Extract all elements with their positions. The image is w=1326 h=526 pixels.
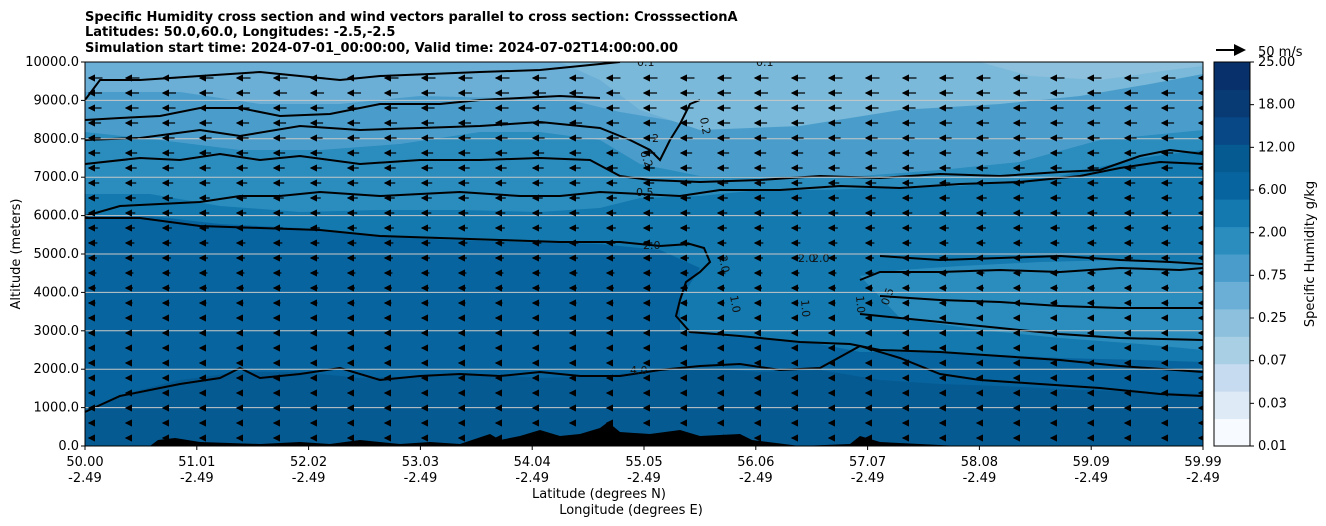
contour-line <box>85 217 1203 373</box>
y-tick-label: 8000.0 <box>34 132 80 147</box>
x-axis-label-latitude: Latitude (degrees N) <box>532 487 666 502</box>
x-tick-label-longitude: -2.49 <box>292 471 326 486</box>
contour-line <box>85 344 1203 413</box>
colorbar-band <box>1214 89 1250 118</box>
colorbar-band <box>1214 62 1250 90</box>
colorbar-band <box>1214 254 1250 282</box>
colorbar <box>1214 62 1250 447</box>
y-tick-label: 1000.0 <box>34 401 80 416</box>
humidity-band-driest <box>980 62 1203 80</box>
colorbar-band <box>1214 171 1250 200</box>
colorbar-tick-label: 0.03 <box>1258 396 1287 411</box>
colorbar-tick-label: 0.01 <box>1258 439 1287 454</box>
contour-label: 0.5 <box>879 286 897 307</box>
colorbar-band <box>1214 226 1250 255</box>
contour-line <box>85 99 701 162</box>
x-tick-label-longitude: -2.49 <box>627 471 661 486</box>
colorbar-band <box>1214 281 1250 310</box>
x-tick-label-latitude: 57.07 <box>849 455 886 470</box>
colorbar-band <box>1214 199 1250 228</box>
colorbar-band <box>1214 144 1250 173</box>
colorbar-label: Specific Humidity g/kg <box>1303 181 1318 327</box>
x-tick-label-latitude: 52.02 <box>290 455 327 470</box>
x-tick-label-latitude: 55.05 <box>625 455 662 470</box>
x-tick-label-latitude: 59.09 <box>1073 455 1110 470</box>
x-tick-label-latitude: 53.03 <box>402 455 439 470</box>
x-tick-label-longitude: -2.49 <box>180 471 214 486</box>
colorbar-ticks: 0.01 0.03 0.07 0.25 0.75 2.00 6.00 12.00 18.00 25… <box>1250 55 1295 454</box>
wind-vectors <box>87 74 1203 442</box>
contour-label: 4.0 <box>630 364 648 377</box>
contour-line <box>879 295 1203 309</box>
y-tick-label: 7000.0 <box>34 170 80 185</box>
y-axis-label: Altitude (meters) <box>9 199 24 310</box>
colorbar-tick-label: 12.00 <box>1258 140 1295 155</box>
x-tick-label-longitude: -2.49 <box>404 471 438 486</box>
contour-line <box>85 148 1203 184</box>
contour-label: 0.2 <box>637 149 655 170</box>
y-axis-ticks: 0.0 1000.0 2000.0 3000.0 4000.0 5000.0 6000.0 7… <box>25 55 85 454</box>
contour-label: 0.1 <box>637 56 655 69</box>
contour-label: 1.0 <box>798 299 812 318</box>
colorbar-band <box>1214 116 1250 145</box>
contour-label: 2.0 <box>643 239 661 252</box>
contour-label: 0.5 <box>636 186 654 199</box>
colorbar-frame <box>1213 61 1251 447</box>
contour-line <box>859 266 1203 281</box>
x-axis-ticks: 50.00-2.4951.01-2.4952.02-2.4953.03-2.49… <box>66 446 1222 486</box>
contour-label: 2.0 <box>798 252 816 265</box>
x-tick-label-longitude: -2.49 <box>739 471 773 486</box>
colorbar-band <box>1214 391 1250 420</box>
x-tick-label-latitude: 50.00 <box>66 455 103 470</box>
colorbar-band <box>1214 308 1250 337</box>
terrain <box>85 422 1203 446</box>
x-axis-label-longitude: Longitude (degrees E) <box>559 503 703 518</box>
y-tick-label: 2000.0 <box>34 362 80 377</box>
y-tick-label: 5000.0 <box>34 247 80 262</box>
colorbar-tick-label: 0.25 <box>1258 311 1287 326</box>
x-tick-label-latitude: 56.06 <box>737 455 774 470</box>
x-tick-label-longitude: -2.49 <box>515 471 549 486</box>
colorbar-band <box>1214 336 1250 365</box>
y-tick-label: 4000.0 <box>34 285 80 300</box>
x-tick-label-latitude: 59.99 <box>1184 455 1221 470</box>
chart-title-line-2: Latitudes: 50.0,60.0, Longitudes: -2.5,-… <box>85 25 395 40</box>
contour-label: 1.0 <box>853 295 867 314</box>
x-tick-label-longitude: -2.49 <box>963 471 997 486</box>
contour-lines <box>85 62 1203 413</box>
x-tick-label-longitude: -2.49 <box>1186 471 1220 486</box>
colorbar-band <box>1214 418 1250 447</box>
chart-title-line-1: Specific Humidity cross section and wind… <box>85 10 738 25</box>
contour-label: 1.0 <box>727 294 743 313</box>
contour-label: 0.2 <box>697 116 713 135</box>
x-tick-label-latitude: 58.08 <box>961 455 998 470</box>
colorbar-tick-label: 25.00 <box>1258 55 1295 70</box>
x-tick-label-longitude: -2.49 <box>1074 471 1108 486</box>
colorbar-tick-label: 0.75 <box>1258 268 1287 283</box>
y-tick-label: 9000.0 <box>34 93 80 108</box>
x-tick-label-longitude: -2.49 <box>68 471 102 486</box>
contour-line <box>85 94 601 121</box>
contour-line <box>85 62 621 101</box>
x-tick-label-latitude: 54.04 <box>514 455 551 470</box>
colorbar-tick-label: 6.00 <box>1258 183 1287 198</box>
colorbar-tick-label: 0.07 <box>1258 354 1287 369</box>
colorbar-tick-label: 18.00 <box>1258 98 1295 113</box>
contour-label: 2.0 <box>812 252 830 265</box>
colorbar-band <box>1214 363 1250 392</box>
x-tick-label-longitude: -2.49 <box>851 471 885 486</box>
colorbar-tick-label: 2.00 <box>1258 226 1287 241</box>
plot-area: 0.1 0.1 0.2 0.2 2 0.5 2.0 2.0 2.0 2.0 1.… <box>85 56 1203 446</box>
x-tick-label-latitude: 51.01 <box>178 455 215 470</box>
y-tick-label: 10000.0 <box>25 55 79 70</box>
y-tick-label: 6000.0 <box>34 209 80 224</box>
contour-label: 0.1 <box>756 56 774 69</box>
y-tick-label: 3000.0 <box>34 324 80 339</box>
chart-title-line-3: Simulation start time: 2024-07-01_00:00:… <box>85 41 678 56</box>
wind-reference-label: 50 m/s <box>1258 45 1303 60</box>
y-tick-label: 0.0 <box>58 439 79 454</box>
